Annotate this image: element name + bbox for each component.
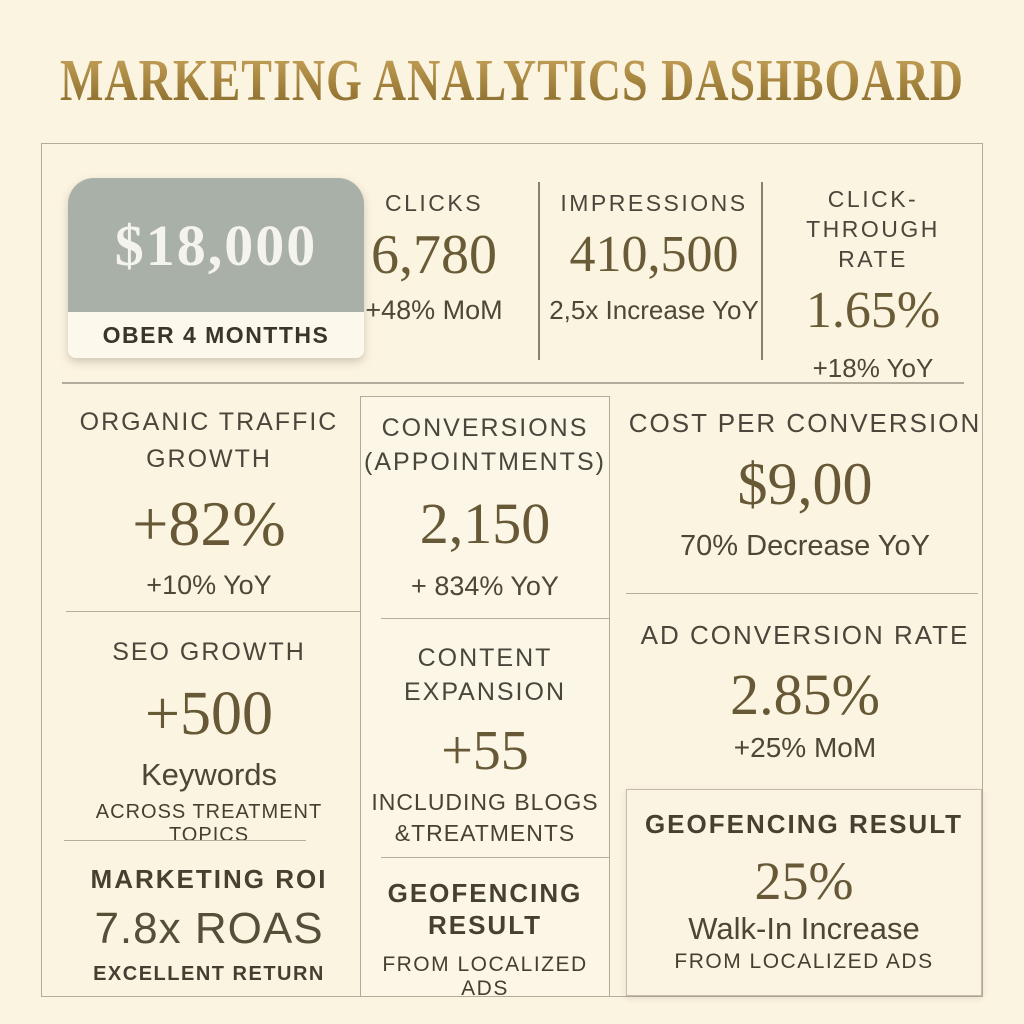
content-sub-line1: INCLUDING BLOGS — [371, 789, 599, 815]
organic-label-line2: GROWTH — [146, 445, 272, 473]
divider-vertical — [761, 182, 763, 360]
divider-horizontal — [66, 611, 368, 612]
column-right: COST PER CONVERSION $9,00 70% Decrease Y… — [626, 394, 984, 998]
content-label: CONTENT EXPANSION — [361, 641, 609, 709]
cpc-sub: 70% Decrease YoY — [680, 530, 930, 562]
ctr-value: 1.65% — [805, 282, 941, 339]
ad-rate-value: 2.85% — [730, 662, 880, 727]
geofencing-mid-label-line2: RESULT — [427, 910, 543, 940]
ad-rate-label: AD CONVERSION RATE — [640, 620, 970, 650]
metric-marketing-roi: MARKETING ROI 7.8x ROAS EXCELLENT RETURN — [62, 861, 356, 986]
roi-label: MARKETING ROI — [90, 864, 328, 894]
conversions-sub: + 834% YoY — [411, 571, 559, 601]
metric-seo-growth: SEO GROWTH +500 Keywords ACROSS TREATMEN… — [62, 634, 356, 847]
divider-horizontal — [626, 593, 978, 594]
content-value: +55 — [441, 720, 529, 782]
metric-impressions: IMPRESSIONS 410,500 2,5x Increase YoY — [548, 188, 760, 326]
content-sub-line2: &TREATMENTS — [394, 820, 576, 846]
impressions-value: 410,500 — [569, 226, 739, 283]
dashboard-panel: $18,000 OBER 4 MONTTHS CLICKS 6,780 +48%… — [41, 143, 984, 1000]
ad-rate-sub: +25% MoM — [733, 732, 877, 763]
divider-vertical — [538, 182, 540, 360]
divider-horizontal — [62, 382, 964, 384]
geofencing-mid-label: GEOFENCING RESULT — [361, 877, 609, 941]
geofencing-mid-label-line1: GEOFENCING — [387, 878, 583, 908]
divider-horizontal — [64, 840, 306, 841]
metric-geofencing-result-middle: GEOFENCING RESULT FROM LOCALIZED ADS — [361, 877, 609, 1001]
ctr-label-line1: CLICK- — [827, 186, 919, 212]
clicks-value: 6,780 — [371, 224, 497, 286]
conversions-label-line1: CONVERSIONS — [381, 414, 589, 442]
conversions-label-line2: (APPOINTMENTS) — [364, 448, 606, 476]
geofencing-unit: Walk-In Increase — [688, 911, 920, 946]
roi-value: 7.8x ROAS — [94, 904, 324, 953]
content-sub: INCLUDING BLOGS &TREATMENTS — [361, 787, 609, 849]
geofencing-mid-sub: FROM LOCALIZED ADS — [382, 953, 588, 1000]
roi-sub: EXCELLENT RETURN — [93, 963, 325, 985]
organic-label-line1: ORGANIC TRAFFIC — [79, 408, 339, 436]
spend-card: $18,000 OBER 4 MONTTHS — [68, 178, 364, 358]
cpc-value: $9,00 — [737, 451, 873, 517]
divider-horizontal — [381, 618, 609, 619]
metric-content-expansion: CONTENT EXPANSION +55 INCLUDING BLOGS &T… — [361, 641, 609, 849]
clicks-sub: +48% MoM — [365, 294, 503, 325]
cpc-label: COST PER CONVERSION — [628, 408, 982, 438]
content-label-line2: EXPANSION — [403, 678, 567, 706]
content-label-line1: CONTENT — [417, 644, 553, 672]
conversions-value: 2,150 — [419, 491, 551, 556]
column-middle: CONVERSIONS (APPOINTMENTS) 2,150 + 834% … — [360, 396, 610, 1000]
geofencing-sub: FROM LOCALIZED ADS — [674, 950, 934, 973]
spend-card-top: $18,000 — [68, 178, 364, 312]
organic-sub: +10% YoY — [146, 570, 272, 600]
impressions-sub: 2,5x Increase YoY — [549, 294, 759, 325]
seo-value: +500 — [145, 680, 273, 748]
spend-caption: OBER 4 MONTTHS — [68, 312, 364, 358]
metric-organic-traffic-growth: ORGANIC TRAFFIC GROWTH +82% +10% YoY — [62, 404, 356, 601]
organic-label: ORGANIC TRAFFIC GROWTH — [62, 404, 356, 478]
metric-click-through-rate: CLICK- THROUGH RATE 1.65% +18% YoY — [768, 184, 978, 384]
organic-value: +82% — [132, 488, 286, 559]
seo-unit: Keywords — [140, 757, 278, 792]
ctr-label: CLICK- THROUGH RATE — [768, 184, 978, 274]
ctr-sub: +18% YoY — [812, 352, 934, 383]
clicks-label: CLICKS — [384, 190, 484, 216]
metric-clicks: CLICKS 6,780 +48% MoM — [334, 188, 534, 326]
ctr-label-line2: THROUGH RATE — [806, 216, 940, 272]
geofencing-label: GEOFENCING RESULT — [644, 809, 964, 839]
metric-cost-per-conversion: COST PER CONVERSION $9,00 70% Decrease Y… — [626, 404, 984, 563]
conversions-label: CONVERSIONS (APPOINTMENTS) — [361, 411, 609, 479]
column-left: ORGANIC TRAFFIC GROWTH +82% +10% YoY SEO… — [62, 394, 368, 998]
metric-ad-conversion-rate: AD CONVERSION RATE 2.85% +25% MoM — [626, 616, 984, 764]
spend-value: $18,000 — [114, 212, 318, 278]
seo-label: SEO GROWTH — [112, 638, 306, 666]
divider-horizontal — [381, 857, 609, 858]
page-title: MARKETING ANALYTICS DASHBOARD — [0, 46, 1024, 114]
metric-conversions: CONVERSIONS (APPOINTMENTS) 2,150 + 834% … — [361, 411, 609, 602]
impressions-label: IMPRESSIONS — [560, 190, 748, 216]
geofencing-result-card: GEOFENCING RESULT 25% Walk-In Increase F… — [626, 789, 982, 996]
geofencing-value: 25% — [754, 851, 854, 911]
